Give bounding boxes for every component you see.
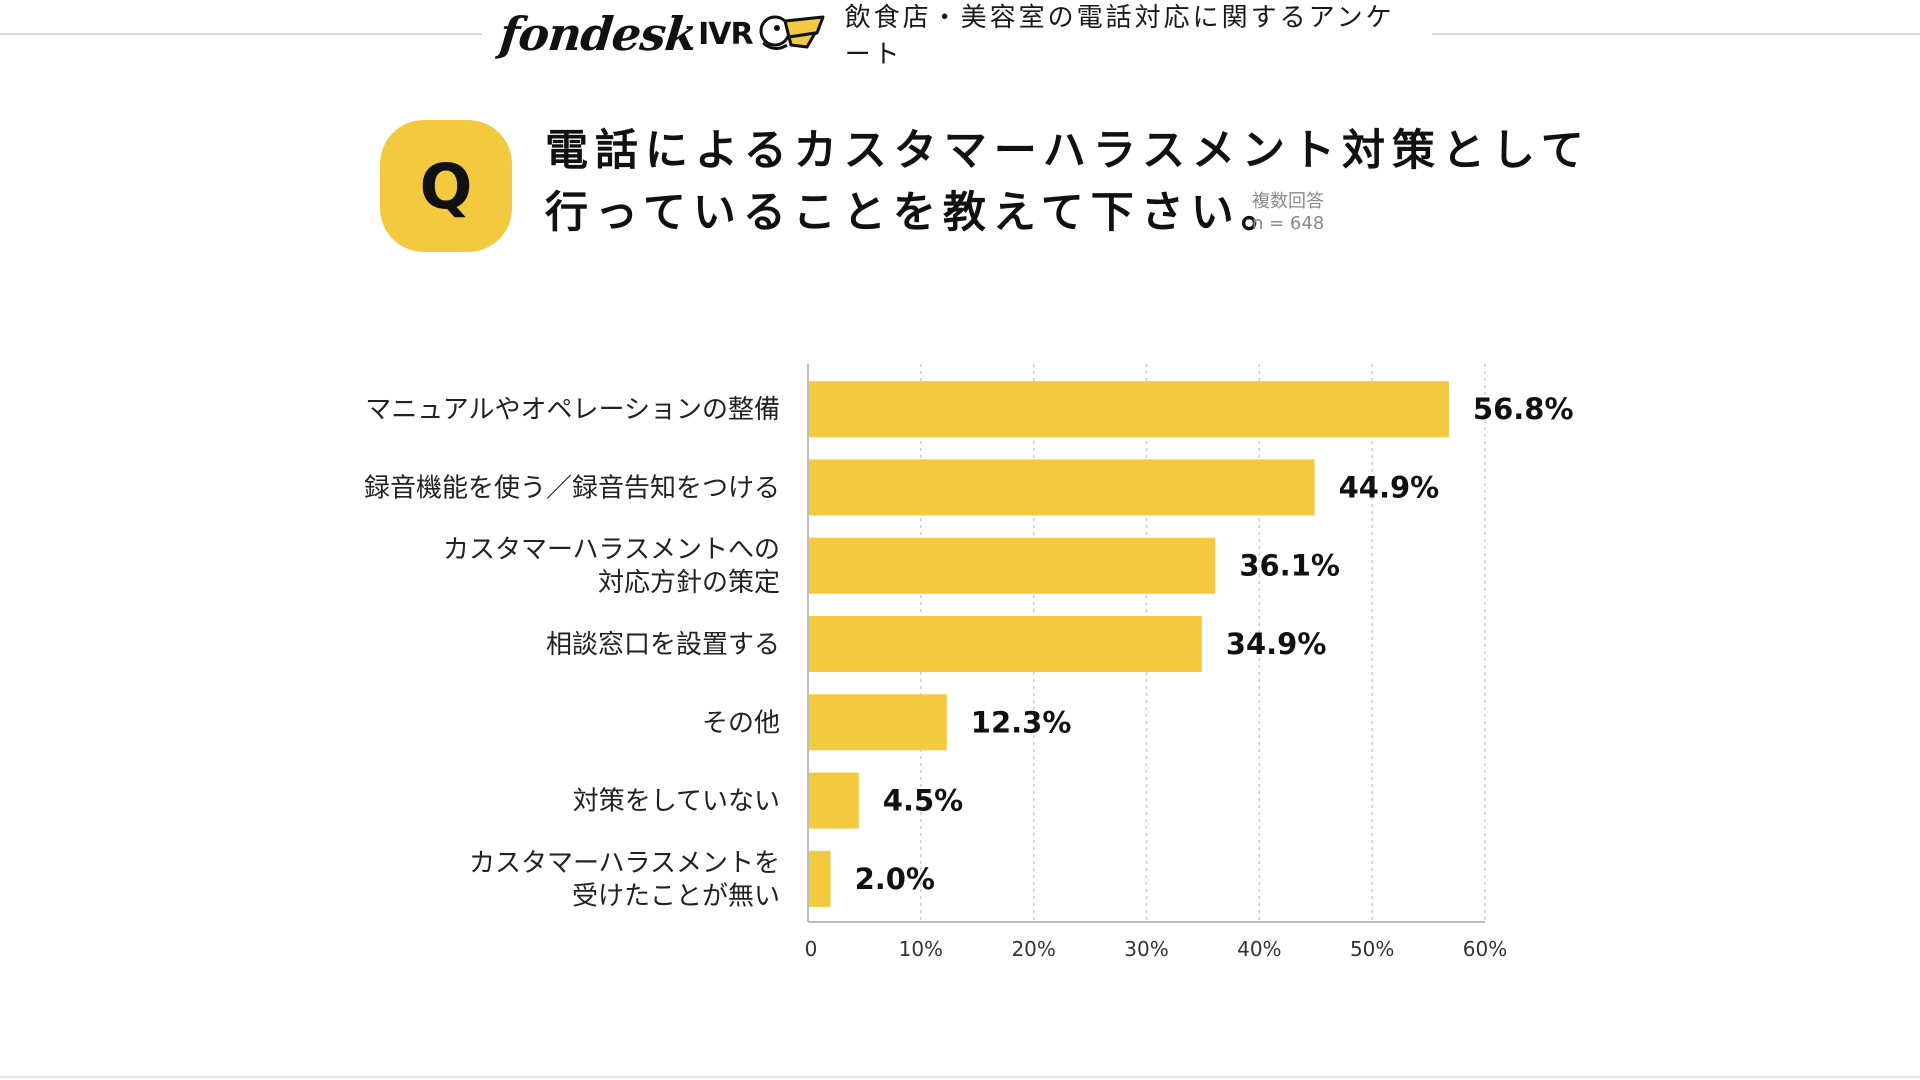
category-label: その他 bbox=[702, 708, 780, 738]
bar bbox=[809, 850, 831, 907]
x-tick-label: 60% bbox=[1463, 937, 1507, 961]
category-label: 相談窓口を設置する bbox=[546, 630, 780, 660]
bar-value-label: 4.5% bbox=[883, 784, 963, 818]
brand-logo: fondesk IVR bbox=[497, 2, 827, 66]
header-rule-left bbox=[0, 33, 482, 35]
bar-value-label: 34.9% bbox=[1226, 627, 1327, 661]
category-label: 対策をしていない bbox=[573, 787, 780, 817]
bar bbox=[809, 459, 1315, 516]
bar bbox=[809, 772, 859, 829]
bar bbox=[809, 537, 1216, 594]
footer-rule bbox=[0, 1076, 1920, 1078]
bar bbox=[809, 381, 1449, 438]
question-text: 電話によるカスタマーハラスメント対策として 行っていることを教えて下さい。 bbox=[545, 120, 1591, 244]
survey-title: 飲食店・美容室の電話対応に関するアンケート bbox=[844, 3, 1395, 70]
bar-value-label: 56.8% bbox=[1473, 392, 1574, 426]
header-rule-right bbox=[1432, 33, 1920, 35]
category-label: カスタマーハラスメントを bbox=[469, 848, 780, 878]
bar bbox=[809, 616, 1202, 672]
x-tick-label: 30% bbox=[1124, 937, 1168, 961]
sample-size-label: n = 648 bbox=[1252, 213, 1325, 234]
question-line-2: 行っていることを教えて下さい。 bbox=[545, 188, 1291, 238]
pelican-icon bbox=[757, 7, 827, 61]
bar-value-label: 44.9% bbox=[1339, 470, 1440, 504]
question-line-1: 電話によるカスタマーハラスメント対策として bbox=[545, 126, 1591, 176]
category-label: 録音機能を使う／録音告知をつける bbox=[364, 473, 780, 503]
x-tick-label: 10% bbox=[899, 937, 943, 961]
header: fondesk IVR 飲食店・美容室の電話対応に関するアンケート bbox=[497, 2, 1420, 70]
answer-type-label: 複数回答 bbox=[1252, 191, 1324, 212]
question-badge: Q bbox=[380, 120, 512, 252]
bar-value-label: 12.3% bbox=[971, 705, 1072, 739]
category-label: マニュアルやオペレーションの整備 bbox=[365, 395, 780, 425]
x-tick-label: 50% bbox=[1350, 937, 1394, 961]
category-label: カスタマーハラスメントへの bbox=[443, 535, 780, 565]
category-label: 受けたことが無い bbox=[572, 881, 780, 911]
x-tick-label: 0 bbox=[805, 937, 818, 961]
x-tick-label: 40% bbox=[1237, 937, 1281, 961]
bar bbox=[809, 694, 947, 751]
bar-value-label: 2.0% bbox=[855, 862, 935, 896]
question-meta: 複数回答 n = 648 bbox=[1252, 191, 1324, 235]
x-tick-label: 20% bbox=[1011, 937, 1055, 961]
category-label: 対応方針の策定 bbox=[598, 568, 780, 598]
bar-value-label: 36.1% bbox=[1239, 549, 1340, 583]
logo-sub-text: IVR bbox=[698, 16, 753, 52]
